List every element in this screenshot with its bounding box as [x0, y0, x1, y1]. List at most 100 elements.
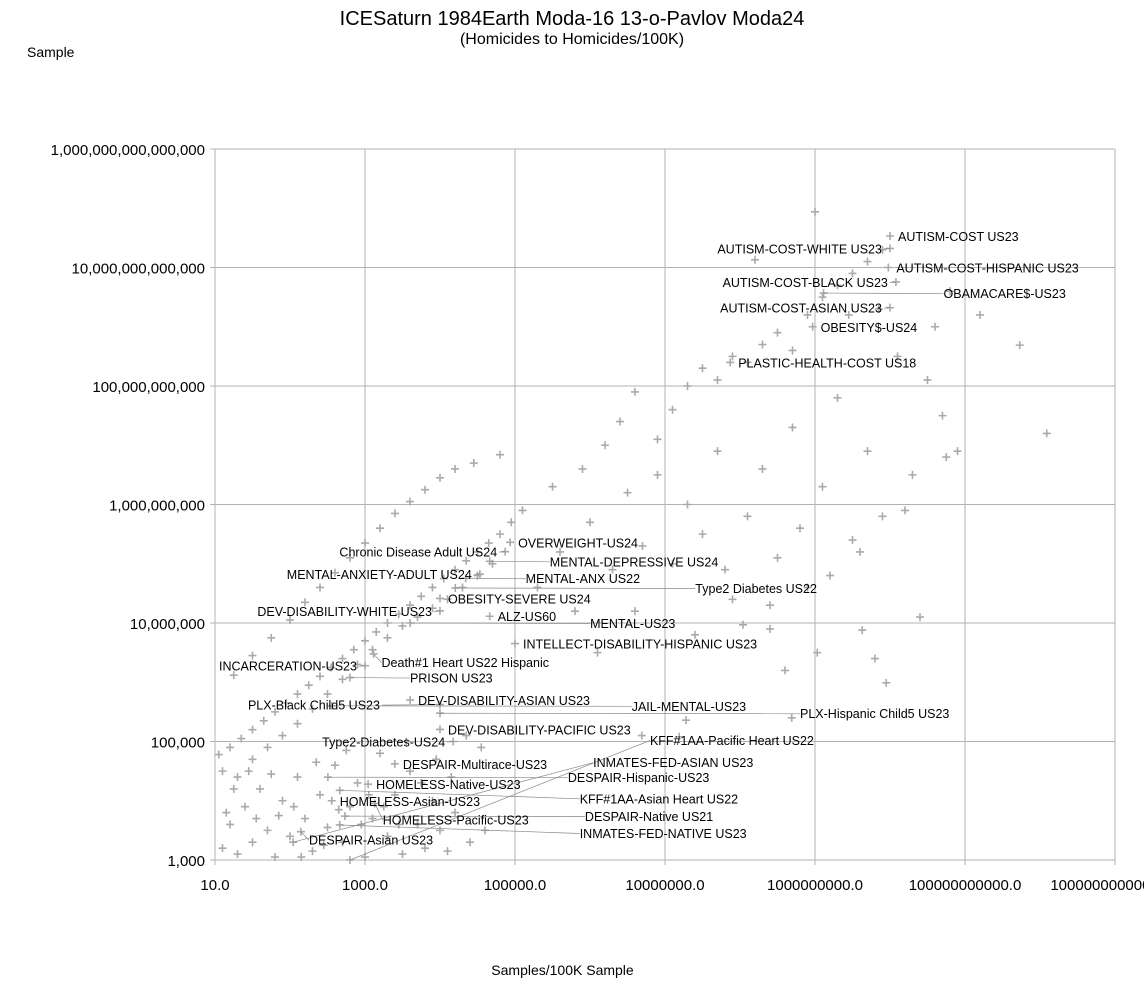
x-tick-label: 1000.0: [342, 877, 388, 894]
data-label: Death#1 Heart US22 Hispanic: [382, 656, 549, 670]
data-point: [758, 464, 767, 473]
label-leader-line: [373, 653, 382, 663]
data-point: [406, 497, 414, 506]
data-point: [327, 663, 336, 672]
data-point: [721, 565, 729, 574]
data-point: [946, 287, 954, 296]
data-point: [886, 232, 894, 241]
data-point: [506, 538, 515, 547]
data-label: PLASTIC-HEALTH-COST US18: [738, 356, 916, 370]
data-point: [417, 592, 426, 601]
data-point: [1015, 341, 1024, 350]
data-point: [675, 732, 684, 741]
data-point: [893, 352, 902, 361]
label-leader-line: [823, 292, 944, 294]
data-point: [248, 725, 257, 734]
data-label: AUTISM-COST-WHITE US23: [717, 242, 882, 256]
label-leader-line: [889, 281, 896, 283]
data-point: [398, 850, 407, 859]
data-point: [376, 749, 384, 758]
data-point: [379, 802, 388, 811]
data-point: [548, 482, 557, 491]
data-point: [833, 281, 842, 290]
data-label: INTELLECT-DISABILITY-HISPANIC US23: [523, 638, 757, 652]
data-label: OVERWEIGHT-US24: [518, 536, 638, 550]
data-point: [788, 423, 797, 432]
y-tick-label: 1,000,000,000: [109, 498, 205, 515]
data-label: MENTAL-ANXIETY-ADULT US24: [287, 568, 472, 582]
data-point: [226, 743, 234, 752]
data-point: [593, 648, 602, 657]
data-point: [691, 630, 699, 639]
data-point: [233, 773, 242, 782]
data-label: ALZ-US60: [498, 610, 556, 624]
data-point: [578, 464, 587, 473]
data-label: JAIL-MENTAL-US23: [632, 700, 746, 714]
label-leader-line: [439, 712, 801, 715]
data-point: [884, 263, 893, 272]
data-point: [406, 696, 415, 705]
label-leader-line: [883, 248, 891, 250]
label-leader-line: [410, 622, 591, 624]
data-point: [871, 654, 879, 663]
data-point: [353, 778, 362, 787]
data-point: [773, 328, 782, 337]
data-point: [237, 734, 246, 743]
data-point: [338, 838, 347, 847]
data-point: [274, 811, 283, 820]
data-point: [923, 376, 932, 385]
data-point: [818, 482, 827, 491]
y-tick-label: 10,000,000: [130, 616, 205, 633]
data-point: [301, 598, 309, 607]
chart-title: ICESaturn 1984Earth Moda-16 13-o-Pavlov …: [339, 8, 805, 30]
data-point: [556, 547, 564, 556]
data-point: [848, 536, 857, 545]
data-label: DEV-DISABILITY-ASIAN US23: [418, 694, 590, 708]
data-point: [728, 352, 737, 361]
label-leader-line: [374, 803, 384, 821]
data-point: [458, 583, 467, 592]
data-point: [751, 255, 759, 264]
y-tick-label: 100,000: [151, 735, 205, 752]
data-label: KFF#1AA-Asian Heart US22: [580, 792, 738, 806]
label-leader-line: [381, 704, 441, 706]
data-point: [698, 364, 707, 373]
data-point: [316, 583, 324, 592]
data-label: DESPAIR-Hispanic-US23: [568, 771, 710, 785]
data-point: [976, 310, 984, 319]
data-point: [616, 417, 624, 426]
data-point: [376, 524, 384, 533]
data-point: [485, 612, 494, 621]
label-leader-line: [883, 307, 891, 309]
data-point: [327, 796, 336, 805]
data-point: [507, 518, 516, 527]
data-point: [451, 464, 459, 473]
label-leader-line: [499, 551, 506, 553]
data-point: [267, 633, 276, 642]
data-point: [443, 847, 452, 856]
label-leader-line: [339, 824, 580, 834]
data-point: [361, 539, 369, 548]
data-point: [244, 767, 253, 776]
data-point: [511, 639, 519, 648]
data-point: [518, 506, 527, 515]
data-point: [383, 832, 392, 841]
data-point: [263, 826, 272, 835]
data-point: [739, 620, 747, 629]
y-tick-label: 1,000,000,000,000,000: [51, 142, 205, 159]
data-point: [361, 636, 369, 645]
data-point: [863, 257, 872, 266]
y-tick-label: 100,000,000,000: [92, 379, 205, 396]
data-point: [608, 565, 617, 574]
label-leader-line: [331, 705, 632, 707]
data-label: DEV-DISABILITY-PACIFIC US23: [448, 723, 631, 737]
data-label: INMATES-FED-ASIAN US23: [593, 756, 753, 770]
label-leader-line: [465, 577, 526, 580]
data-point: [229, 784, 238, 793]
data-point: [874, 304, 883, 313]
data-point: [728, 595, 737, 604]
label-leader-line: [489, 560, 550, 563]
data-point: [342, 746, 351, 755]
data-point: [436, 594, 444, 603]
